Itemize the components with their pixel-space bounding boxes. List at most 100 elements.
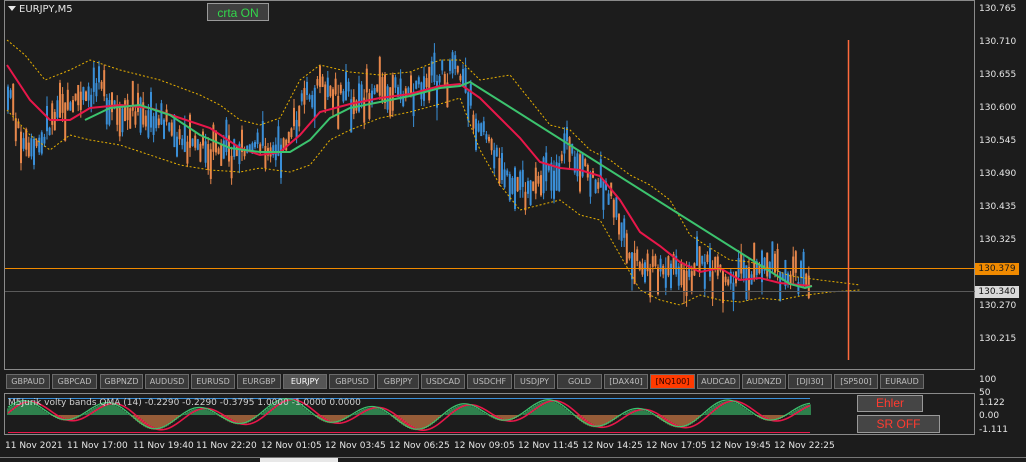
bull-candle bbox=[40, 132, 43, 154]
bull-candle bbox=[797, 281, 800, 294]
indicator-axis-top: 50 bbox=[979, 388, 991, 398]
bear-candle bbox=[805, 273, 808, 287]
bull-candle bbox=[441, 60, 444, 71]
bear-candle bbox=[365, 68, 368, 93]
bull-candle bbox=[495, 147, 498, 157]
bear-candle bbox=[490, 138, 493, 151]
bull-candle bbox=[784, 260, 787, 287]
bull-candle bbox=[204, 141, 207, 163]
symbol-tab-eurjpy[interactable]: EURJPY bbox=[283, 374, 327, 389]
ehler-button[interactable]: Ehler bbox=[857, 395, 923, 412]
symbol-tab-gbpcad[interactable]: GBPCAD bbox=[52, 374, 97, 389]
indicator-axis-zero: 0.00 bbox=[979, 411, 1000, 421]
bull-candle bbox=[729, 271, 732, 284]
bear-candle bbox=[290, 128, 293, 138]
bull-candle bbox=[620, 222, 623, 241]
bear-candle bbox=[103, 70, 106, 97]
bear-candle bbox=[170, 122, 173, 136]
bear-candle bbox=[209, 149, 212, 179]
bull-candle bbox=[415, 80, 418, 89]
bear-candle bbox=[137, 92, 139, 112]
symbol-tab-gbpnzd[interactable]: GBPNZD bbox=[100, 374, 143, 389]
bear-candle bbox=[293, 107, 295, 127]
bear-candle bbox=[560, 154, 563, 161]
bull-candle bbox=[576, 153, 579, 177]
bear-candle bbox=[646, 253, 649, 272]
symbol-tab-nq100[interactable]: [NQ100] bbox=[650, 374, 695, 389]
bull-candle bbox=[176, 136, 178, 157]
symbol-tab-audcad[interactable]: AUDCAD bbox=[697, 374, 740, 389]
symbol-tab-usdjpy[interactable]: USDJPY bbox=[514, 374, 555, 389]
bull-candle bbox=[703, 261, 706, 289]
symbol-tab-eurgbp[interactable]: EURGBP bbox=[237, 374, 281, 389]
bear-candle bbox=[410, 75, 412, 97]
symbol-tab-audusd[interactable]: AUDUSD bbox=[145, 374, 189, 389]
bull-candle bbox=[493, 150, 496, 169]
bull-candle bbox=[503, 169, 506, 188]
symbol-tab-sp500[interactable]: [SP500] bbox=[834, 374, 878, 389]
bull-candle bbox=[261, 121, 264, 146]
symbol-tab-gbpaud[interactable]: GBPAUD bbox=[6, 374, 50, 389]
bull-candle bbox=[677, 266, 680, 286]
bull-candle bbox=[397, 87, 399, 97]
chart-symbol-title[interactable]: EURJPY,M5 bbox=[8, 4, 73, 15]
bear-candle bbox=[766, 252, 769, 277]
bear-candle bbox=[259, 144, 262, 153]
bull-candle bbox=[664, 268, 667, 288]
price-axis-label: 130.710 bbox=[979, 37, 1017, 47]
bull-candle bbox=[277, 126, 280, 156]
bear-candle bbox=[537, 175, 540, 184]
bull-candle bbox=[644, 262, 646, 283]
symbol-tab-audnzd[interactable]: AUDNZD bbox=[742, 374, 786, 389]
bull-candle bbox=[272, 145, 275, 156]
symbol-tab-gold[interactable]: GOLD bbox=[557, 374, 602, 389]
bear-candle bbox=[776, 248, 779, 271]
symbol-tab-gbpjpy[interactable]: GBPJPY bbox=[377, 374, 419, 389]
dropdown-icon[interactable] bbox=[8, 6, 16, 11]
bull-candle bbox=[462, 69, 464, 84]
bear-candle bbox=[649, 267, 652, 298]
bull-candle bbox=[558, 163, 561, 191]
bear-candle bbox=[524, 191, 527, 211]
bull-candle bbox=[225, 119, 228, 152]
symbol-tab-usdcad[interactable]: USDCAD bbox=[421, 374, 465, 389]
bull-candle bbox=[407, 87, 410, 95]
bear-candle bbox=[641, 263, 644, 275]
symbol-tab-gbpusd[interactable]: GBPUSD bbox=[329, 374, 375, 389]
bull-candle bbox=[238, 143, 241, 165]
symbol-tab-eurusd[interactable]: EURUSD bbox=[191, 374, 235, 389]
bear-candle bbox=[690, 271, 693, 292]
bear-candle bbox=[789, 274, 792, 284]
time-axis-label: 12 Nov 19:45 bbox=[710, 441, 771, 451]
bull-candle bbox=[181, 138, 184, 146]
symbol-tab-euraud[interactable]: EURAUD bbox=[880, 374, 924, 389]
bull-candle bbox=[802, 251, 805, 287]
bull-candle bbox=[430, 61, 433, 76]
symbol-tab-dji30[interactable]: [DJI30] bbox=[788, 374, 832, 389]
bull-candle bbox=[737, 258, 740, 278]
bull-candle bbox=[306, 81, 308, 96]
crta-toggle-button[interactable]: crta ON bbox=[207, 3, 269, 21]
symbol-tab-dax40[interactable]: [DAX40] bbox=[604, 374, 648, 389]
bull-candle bbox=[33, 138, 35, 165]
sr-toggle-button[interactable]: SR OFF bbox=[857, 415, 940, 433]
price-axis-label: 130.325 bbox=[979, 235, 1017, 245]
bear-candle bbox=[714, 257, 717, 270]
bear-candle bbox=[657, 267, 659, 295]
bear-candle bbox=[303, 88, 306, 105]
bull-candle bbox=[347, 81, 350, 92]
bear-candle bbox=[243, 149, 246, 157]
symbol-tab-usdchf[interactable]: USDCHF bbox=[467, 374, 512, 389]
bull-candle bbox=[781, 273, 784, 280]
bull-candle bbox=[168, 122, 171, 131]
bear-candle bbox=[35, 140, 38, 147]
bull-candle bbox=[553, 170, 555, 199]
price-axis-label: 130.765 bbox=[979, 4, 1017, 14]
bear-candle bbox=[584, 159, 587, 166]
bull-candle bbox=[251, 143, 254, 154]
time-axis-label: 12 Nov 14:25 bbox=[582, 441, 643, 451]
bull-candle bbox=[417, 77, 420, 85]
ask-price-tag: 130.379 bbox=[975, 263, 1019, 275]
bull-candle bbox=[696, 236, 698, 266]
